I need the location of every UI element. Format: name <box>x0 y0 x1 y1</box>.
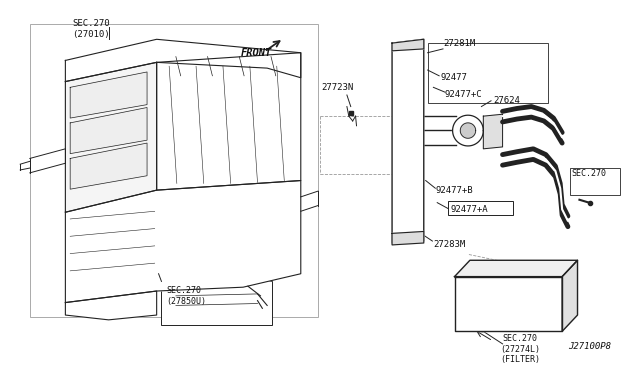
Polygon shape <box>392 39 424 51</box>
Polygon shape <box>70 108 147 154</box>
Bar <box>30 24 318 317</box>
Polygon shape <box>392 39 424 243</box>
Polygon shape <box>70 143 147 189</box>
Text: SEC.270: SEC.270 <box>572 169 607 178</box>
Text: 92477+B: 92477+B <box>435 186 473 195</box>
Polygon shape <box>452 115 483 146</box>
Bar <box>570 168 620 195</box>
Polygon shape <box>483 114 502 149</box>
Polygon shape <box>454 260 577 277</box>
Text: SEC.270
(27850U): SEC.270 (27850U) <box>166 286 206 306</box>
Bar <box>428 43 548 103</box>
Polygon shape <box>454 277 562 331</box>
Text: SEC.270
(27010): SEC.270 (27010) <box>72 19 110 39</box>
Text: 27283M: 27283M <box>433 240 466 249</box>
Text: 27624: 27624 <box>493 96 520 105</box>
Text: 27723N: 27723N <box>321 83 353 92</box>
Text: 92477+C: 92477+C <box>445 90 483 99</box>
Text: J27100P8: J27100P8 <box>568 342 611 351</box>
Bar <box>448 201 513 215</box>
Polygon shape <box>562 260 577 331</box>
Polygon shape <box>65 62 157 212</box>
Polygon shape <box>70 72 147 118</box>
Polygon shape <box>460 123 476 138</box>
Text: SEC.270
(27274L)
(FILTER): SEC.270 (27274L) (FILTER) <box>500 334 540 364</box>
Polygon shape <box>65 291 157 320</box>
Text: 27281M: 27281M <box>443 39 476 48</box>
Text: 92477: 92477 <box>440 73 467 82</box>
Polygon shape <box>65 180 301 302</box>
Text: 92477+A: 92477+A <box>451 205 488 214</box>
Bar <box>161 282 272 325</box>
Polygon shape <box>65 39 301 81</box>
Polygon shape <box>157 53 301 190</box>
Polygon shape <box>392 231 424 245</box>
Text: FRONT: FRONT <box>241 48 273 58</box>
